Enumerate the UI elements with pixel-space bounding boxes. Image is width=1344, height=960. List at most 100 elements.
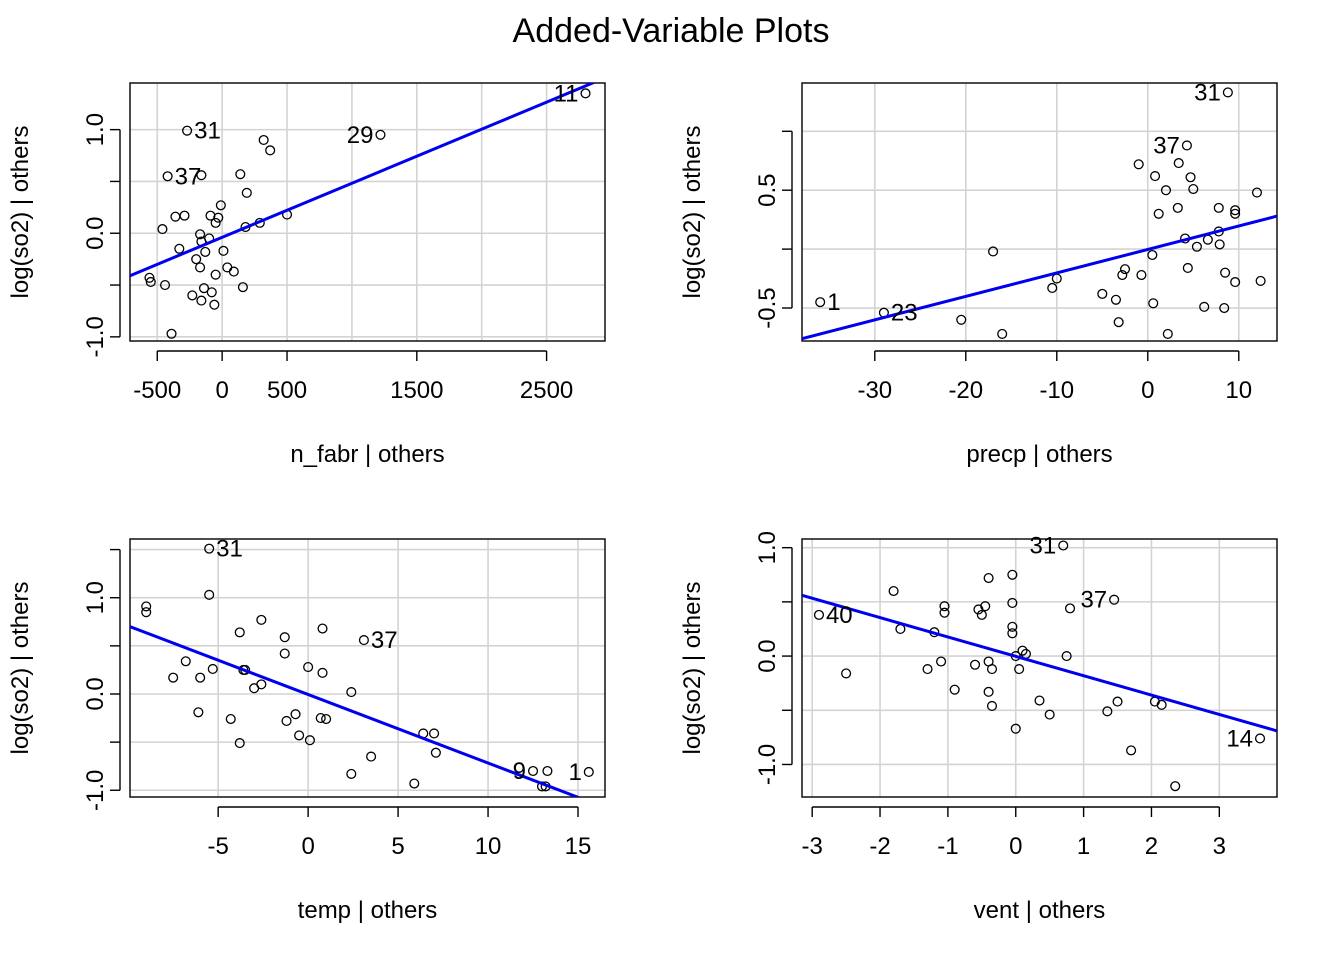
data-point <box>358 635 369 646</box>
data-point <box>218 245 229 256</box>
data-point <box>168 672 179 683</box>
data-point <box>1007 621 1018 632</box>
x-tick-label: -1 <box>937 833 958 860</box>
data-point <box>1185 172 1196 183</box>
y-tick-label: -1.0 <box>82 316 109 357</box>
point-id-label: 37 <box>371 627 398 654</box>
data-point <box>210 269 221 280</box>
x-tick-label: 500 <box>267 377 307 404</box>
data-point <box>1156 699 1167 710</box>
data-point <box>976 609 987 620</box>
data-point <box>1010 723 1021 734</box>
data-point <box>315 713 326 724</box>
y-tick-label: 1.0 <box>754 531 781 564</box>
data-point <box>228 266 239 277</box>
data-point <box>841 668 852 679</box>
data-point <box>141 607 152 618</box>
data-point <box>1126 745 1137 756</box>
x-tick-label: 0 <box>1141 377 1154 404</box>
data-point <box>1064 603 1076 614</box>
x-tick-label: 0 <box>215 377 228 404</box>
data-point <box>1007 628 1018 639</box>
data-point <box>939 601 950 612</box>
data-point <box>1188 183 1199 195</box>
data-point <box>170 211 181 222</box>
y-axis-label: log(so2) | others <box>7 582 34 755</box>
point-id-label: 11 <box>554 80 579 107</box>
data-point <box>1097 288 1108 299</box>
scatter-panel-3: -5 0 5 10 15 -1.0 0.0 1.0 temp | others log(so2) … <box>7 536 606 924</box>
data-point <box>1058 540 1069 551</box>
y-tick-label: 1.0 <box>82 113 109 146</box>
scatter-panel-2: -30 -20 -10 0 10 -0.5 0.5 precp | others log(so2… <box>679 79 1278 468</box>
data-point <box>1148 298 1159 309</box>
point-id-label: 37 <box>1080 587 1107 614</box>
data-point <box>225 713 236 725</box>
x-tick-label: 0 <box>301 833 314 860</box>
x-axis-label: n_fabr | others <box>290 441 444 468</box>
data-point <box>206 287 217 298</box>
x-tick-label: 2500 <box>520 377 573 404</box>
point-id-label: 37 <box>1153 132 1180 159</box>
x-axis-label: temp | others <box>298 897 438 924</box>
x-tick-label: -2 <box>869 833 890 860</box>
x-axis-label: precp | others <box>966 441 1112 468</box>
data-point <box>1117 269 1128 281</box>
y-axis-label: log(so2) | others <box>7 126 34 299</box>
regression-fit-line <box>802 593 1277 733</box>
data-point <box>237 282 248 293</box>
data-point <box>430 747 441 758</box>
y-tick-label: 0.0 <box>754 639 781 672</box>
data-point <box>1061 651 1072 662</box>
data-point <box>191 254 202 265</box>
scatter-panel-1: -500 0 500 1500 2500 -1.0 0.0 1.0 n_fabr | other… <box>7 80 606 468</box>
figure-title: Added-Variable Plots <box>513 12 830 50</box>
data-point <box>1044 709 1055 720</box>
data-point <box>1181 140 1192 151</box>
y-tick-label: 1.0 <box>82 581 109 614</box>
data-point <box>583 766 594 778</box>
data-point <box>294 730 305 741</box>
data-point <box>209 299 220 310</box>
data-point <box>1014 664 1025 675</box>
point-id-label: 14 <box>1226 725 1253 752</box>
x-tick-label: 10 <box>1225 377 1252 404</box>
scatter-panel-4: -3 -2 -1 0 1 2 3 -1.0 0.0 1.0 vent | others log(so2… <box>679 531 1278 924</box>
point-id-label: 23 <box>891 300 918 327</box>
data-point <box>196 295 207 306</box>
data-point <box>290 709 301 720</box>
point-id-label: 1 <box>827 289 840 316</box>
data-point <box>1119 264 1131 275</box>
data-point <box>215 200 226 211</box>
data-point <box>1254 733 1266 744</box>
data-point <box>1213 202 1224 213</box>
data-point <box>366 751 377 762</box>
data-point <box>1182 262 1193 274</box>
y-tick-label: 0.0 <box>82 677 109 710</box>
data-point <box>241 187 252 198</box>
regression-fit-line <box>802 214 1277 341</box>
data-point <box>988 246 999 257</box>
data-point <box>196 170 207 181</box>
data-point <box>983 572 994 584</box>
data-point <box>157 224 168 235</box>
data-point <box>144 272 155 283</box>
data-point <box>159 279 171 291</box>
data-point <box>213 212 224 223</box>
data-point <box>813 609 825 620</box>
data-point <box>980 601 991 612</box>
data-point <box>527 765 539 777</box>
data-point <box>141 601 152 612</box>
x-tick-label: 2 <box>1145 833 1158 860</box>
data-point <box>1113 317 1124 328</box>
data-point <box>204 589 215 600</box>
y-tick-label: -1.0 <box>82 770 109 811</box>
data-point <box>1219 302 1230 314</box>
data-point <box>279 632 290 643</box>
data-point <box>234 738 245 749</box>
point-id-label: 40 <box>826 602 853 629</box>
data-point <box>204 543 215 554</box>
point-id-label: 31 <box>194 118 221 145</box>
data-point <box>983 686 994 697</box>
